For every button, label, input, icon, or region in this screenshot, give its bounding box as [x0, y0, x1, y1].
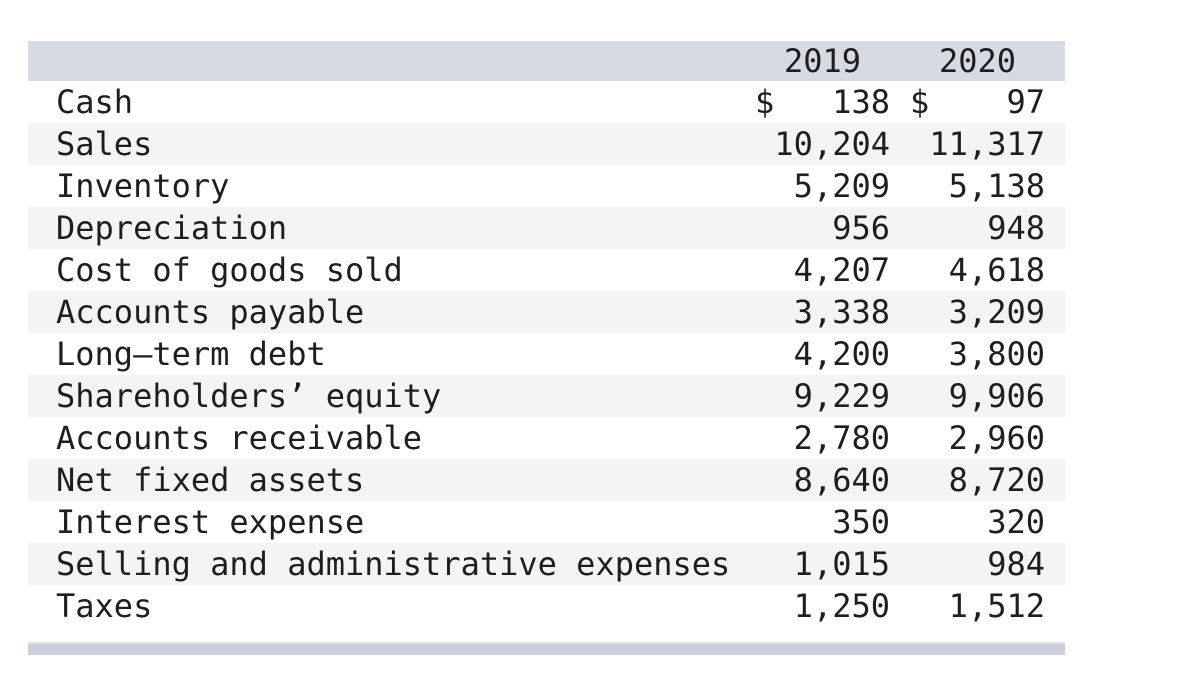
table-row: Accounts payable 3,338 3,209 — [28, 291, 1065, 333]
value-text: 5,138 — [948, 167, 1045, 205]
value-2020: 8,720 — [910, 459, 1045, 501]
table-row: Sales 10,204 11,317 — [28, 123, 1065, 165]
row-label: Long–term debt — [56, 335, 326, 373]
value-2019: $138 — [755, 81, 890, 123]
value-text: 4,200 — [793, 335, 890, 373]
row-label: Sales — [56, 125, 153, 163]
row-label: Cash — [56, 83, 134, 121]
value-2019: 1,015 — [755, 543, 890, 585]
header-label-spacer — [56, 41, 735, 81]
value-2020: 320 — [910, 501, 1045, 543]
value-text: 1,015 — [793, 545, 890, 583]
value-2020: 4,618 — [910, 249, 1045, 291]
financial-data-table: 2019 2020 Cash $138 $97 Sales 10,204 11,317 In… — [28, 41, 1065, 627]
currency-symbol: $ — [910, 83, 930, 121]
value-text: 97 — [1006, 83, 1045, 121]
value-text: 3,209 — [948, 293, 1045, 331]
value-2020: 948 — [910, 207, 1045, 249]
value-text: 1,250 — [793, 587, 890, 625]
value-2019: 9,229 — [755, 375, 890, 417]
value-text: 11,317 — [929, 125, 1045, 163]
row-label: Interest expense — [56, 503, 365, 541]
table-row: Depreciation 956 948 — [28, 207, 1065, 249]
value-text: 8,720 — [948, 461, 1045, 499]
row-label: Depreciation — [56, 209, 288, 247]
value-text: 948 — [987, 209, 1045, 247]
value-text: 3,338 — [793, 293, 890, 331]
row-label: Taxes — [56, 587, 153, 625]
value-2020: 984 — [910, 543, 1045, 585]
value-text: 9,229 — [793, 377, 890, 415]
table-row: Interest expense 350 320 — [28, 501, 1065, 543]
value-text: 4,207 — [793, 251, 890, 289]
value-2019: 10,204 — [755, 123, 890, 165]
table-footer-bar — [28, 642, 1065, 655]
table-row: Inventory 5,209 5,138 — [28, 165, 1065, 207]
value-text: 320 — [987, 503, 1045, 541]
table-row: Accounts receivable 2,780 2,960 — [28, 417, 1065, 459]
value-text: 350 — [832, 503, 890, 541]
row-label: Inventory — [56, 167, 230, 205]
value-2020: 11,317 — [910, 123, 1045, 165]
table-row: Taxes 1,250 1,512 — [28, 585, 1065, 627]
value-text: 8,640 — [793, 461, 890, 499]
value-2019: 4,207 — [755, 249, 890, 291]
value-2020: 3,800 — [910, 333, 1045, 375]
value-text: 9,906 — [948, 377, 1045, 415]
value-2020: 3,209 — [910, 291, 1045, 333]
row-label: Net fixed assets — [56, 461, 365, 499]
table-body: Cash $138 $97 Sales 10,204 11,317 Inventory 5,2… — [28, 81, 1065, 627]
row-label: Shareholders’ equity — [56, 377, 442, 415]
column-header-2020: 2020 — [938, 42, 1017, 80]
value-text: 956 — [832, 209, 890, 247]
table-row: Net fixed assets 8,640 8,720 — [28, 459, 1065, 501]
value-text: 10,204 — [774, 125, 890, 163]
value-2019: 2,780 — [755, 417, 890, 459]
table-header-row: 2019 2020 — [28, 41, 1065, 81]
value-2019: 3,338 — [755, 291, 890, 333]
value-text: 4,618 — [948, 251, 1045, 289]
table-row: Cost of goods sold 4,207 4,618 — [28, 249, 1065, 291]
column-header-2019: 2019 — [783, 42, 862, 80]
value-2020: 2,960 — [910, 417, 1045, 459]
value-2019: 5,209 — [755, 165, 890, 207]
value-2019: 350 — [755, 501, 890, 543]
value-text: 5,209 — [793, 167, 890, 205]
table-row: Selling and administrative expenses 1,015… — [28, 543, 1065, 585]
row-label: Accounts receivable — [56, 419, 423, 457]
row-label: Cost of goods sold — [56, 251, 403, 289]
value-text: 3,800 — [948, 335, 1045, 373]
value-2019: 8,640 — [755, 459, 890, 501]
table-row: Cash $138 $97 — [28, 81, 1065, 123]
currency-symbol: $ — [755, 83, 775, 121]
value-text: 2,780 — [793, 419, 890, 457]
value-text: 984 — [987, 545, 1045, 583]
row-label: Accounts payable — [56, 293, 365, 331]
value-2019: 4,200 — [755, 333, 890, 375]
table-row: Long–term debt 4,200 3,800 — [28, 333, 1065, 375]
value-text: 138 — [832, 83, 890, 121]
value-2020: 1,512 — [910, 585, 1045, 627]
value-text: 1,512 — [948, 587, 1045, 625]
value-2020: $97 — [910, 81, 1045, 123]
value-2020: 9,906 — [910, 375, 1045, 417]
value-2019: 956 — [755, 207, 890, 249]
row-label: Selling and administrative expenses — [56, 545, 731, 583]
table-row: Shareholders’ equity 9,229 9,906 — [28, 375, 1065, 417]
value-text: 2,960 — [948, 419, 1045, 457]
value-2019: 1,250 — [755, 585, 890, 627]
value-2020: 5,138 — [910, 165, 1045, 207]
